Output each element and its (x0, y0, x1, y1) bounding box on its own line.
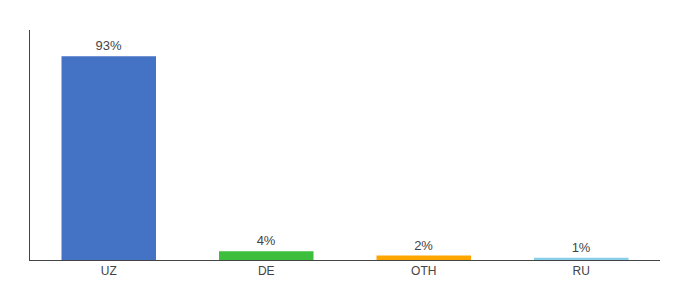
svg-text:DE: DE (258, 264, 275, 278)
svg-text:2%: 2% (414, 238, 433, 253)
svg-text:OTH: OTH (411, 264, 436, 278)
svg-text:4%: 4% (257, 233, 276, 248)
svg-text:UZ: UZ (101, 264, 117, 278)
svg-text:1%: 1% (572, 240, 591, 255)
svg-text:RU: RU (573, 264, 590, 278)
svg-text:93%: 93% (96, 38, 122, 53)
